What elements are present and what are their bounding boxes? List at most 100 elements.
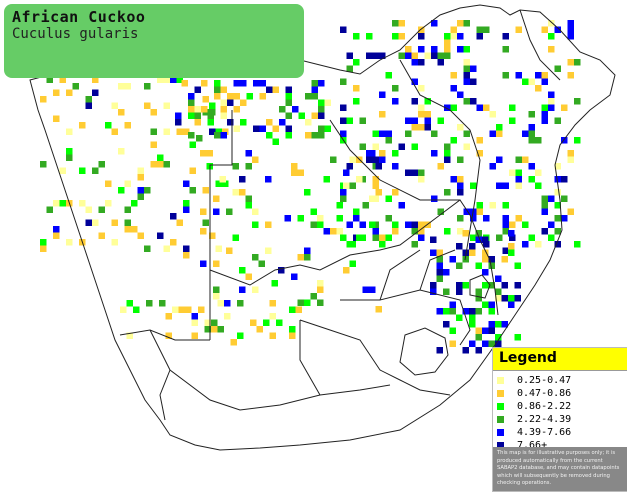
disclaimer-box: This map is for illustrative purposes on… (493, 447, 627, 491)
atlas-cell (528, 78, 535, 85)
atlas-cell (222, 180, 229, 187)
atlas-cell (574, 241, 581, 248)
atlas-cell (323, 228, 330, 235)
atlas-cell (554, 189, 561, 196)
atlas-cell (431, 130, 438, 137)
atlas-cell (194, 86, 201, 93)
atlas-cell (175, 119, 182, 126)
atlas-cell (436, 275, 443, 282)
atlas-cell (317, 215, 324, 222)
atlas-cell (126, 332, 133, 339)
atlas-cell (515, 26, 522, 33)
legend-label: 7.66+ (517, 440, 548, 451)
atlas-cell (548, 195, 555, 202)
atlas-cell (317, 280, 324, 287)
atlas-cell (202, 187, 209, 194)
atlas-cell (349, 156, 356, 163)
atlas-cell (482, 236, 489, 243)
atlas-cell (219, 176, 226, 183)
atlas-cell (463, 78, 470, 85)
atlas-cell (431, 195, 438, 202)
atlas-cell (411, 59, 418, 66)
atlas-cell (295, 306, 302, 313)
atlas-cell (297, 254, 304, 261)
atlas-cell (191, 319, 198, 326)
atlas-cell (424, 117, 431, 124)
atlas-cell (163, 161, 170, 168)
atlas-cell (450, 33, 457, 40)
atlas-cell (269, 313, 276, 320)
atlas-cell (430, 282, 437, 289)
atlas-cell (392, 85, 399, 92)
atlas-cell (356, 234, 363, 241)
atlas-cell (157, 161, 164, 168)
atlas-cell (124, 206, 131, 213)
atlas-cell (359, 143, 366, 150)
atlas-cell (456, 282, 463, 289)
atlas-cell (137, 193, 144, 200)
atlas-cell (502, 215, 509, 222)
atlas-cell (372, 182, 379, 189)
legend-title: Legend (499, 350, 557, 366)
atlas-cell (359, 234, 366, 241)
atlas-cell (495, 288, 502, 295)
atlas-cell (289, 326, 296, 333)
atlas-cell (501, 256, 508, 263)
atlas-cell (567, 72, 574, 79)
atlas-cell (214, 80, 221, 87)
atlas-cell (53, 232, 60, 239)
atlas-cell (515, 169, 522, 176)
legend-entry: 0.47-0.86 (497, 387, 623, 400)
province-border-3 (149, 329, 391, 411)
atlas-cell (418, 169, 425, 176)
atlas-cell (418, 221, 425, 228)
atlas-cell (227, 119, 234, 126)
atlas-cell (437, 52, 444, 59)
atlas-cell (111, 219, 118, 226)
atlas-cell (501, 282, 508, 289)
atlas-cell (289, 306, 296, 313)
atlas-cell (285, 125, 292, 132)
legend-entry: 0.86-2.22 (497, 400, 623, 413)
atlas-cell (246, 93, 253, 100)
atlas-cell (245, 150, 252, 157)
atlas-cell (304, 299, 311, 306)
atlas-cell (289, 332, 296, 339)
atlas-cell (124, 83, 131, 90)
atlas-cell (40, 96, 47, 103)
atlas-cell (443, 321, 450, 328)
atlas-cell (392, 189, 399, 196)
atlas-cell (207, 119, 214, 126)
atlas-cell (170, 213, 177, 220)
atlas-cell (66, 239, 73, 246)
atlas-cell (372, 176, 379, 183)
atlas-cell (548, 20, 555, 27)
atlas-cell (372, 228, 379, 235)
atlas-cell (53, 200, 60, 207)
atlas-cell (496, 130, 503, 137)
atlas-cell (496, 234, 503, 241)
atlas-cell (366, 33, 373, 40)
atlas-cell (418, 111, 425, 118)
atlas-cell (202, 219, 209, 226)
atlas-cell (475, 236, 482, 243)
atlas-cell (379, 156, 386, 163)
atlas-cell (379, 241, 386, 248)
atlas-cell (46, 206, 53, 213)
atlas-cell (137, 187, 144, 194)
atlas-cell (392, 150, 399, 157)
atlas-cell (548, 33, 555, 40)
atlas-cell (336, 202, 343, 209)
atlas-cell (528, 176, 535, 183)
atlas-cell (126, 300, 133, 307)
atlas-cell (163, 245, 170, 252)
atlas-cell (508, 230, 515, 237)
atlas-cell (285, 132, 292, 139)
atlas-cell (340, 26, 347, 33)
atlas-cell (437, 59, 444, 66)
atlas-cell (272, 138, 279, 145)
atlas-cell (285, 112, 292, 119)
atlas-cell (411, 228, 418, 235)
atlas-cell (495, 340, 502, 347)
atlas-cell (176, 128, 183, 135)
